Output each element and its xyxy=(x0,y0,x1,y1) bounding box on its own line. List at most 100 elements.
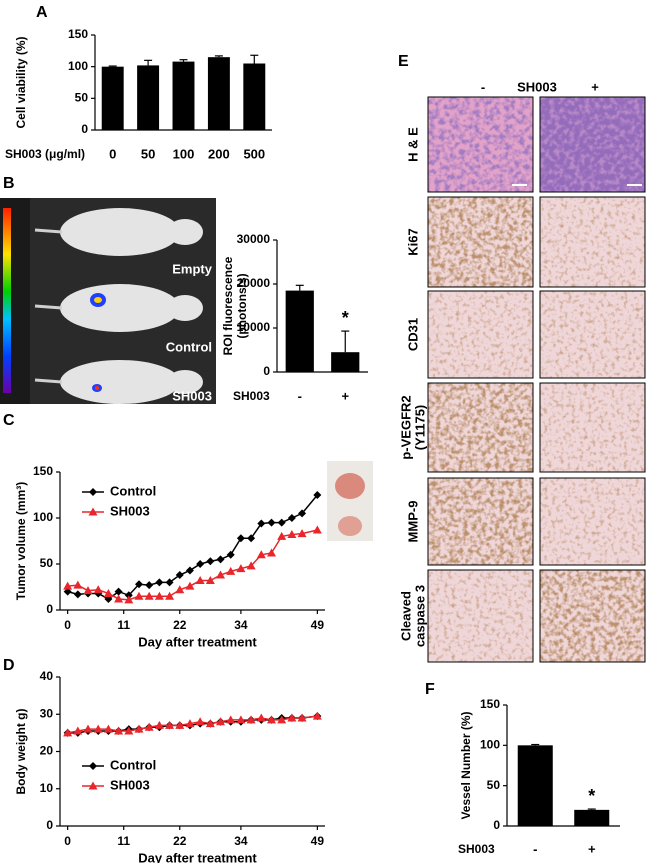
point xyxy=(83,724,93,733)
point xyxy=(63,581,73,590)
bar xyxy=(331,352,360,372)
x-axis-label: SH003 xyxy=(233,389,270,403)
x-tick-label: 11 xyxy=(117,618,130,632)
point xyxy=(73,726,83,735)
y-tick-label: 150 xyxy=(480,697,500,711)
legend-label: Control xyxy=(110,483,156,498)
bar xyxy=(207,57,230,130)
y-tick-label: 20 xyxy=(40,744,54,758)
row-label: H & E xyxy=(405,127,420,162)
histology-frame xyxy=(427,382,534,473)
point xyxy=(216,555,225,564)
y-tick-label: 150 xyxy=(68,27,88,41)
point xyxy=(297,529,307,538)
point xyxy=(216,570,226,579)
point xyxy=(226,715,236,724)
point xyxy=(165,591,175,600)
error-bar xyxy=(587,808,596,810)
legend-label: SH003 xyxy=(110,503,150,518)
bar xyxy=(574,809,610,826)
point xyxy=(277,518,286,527)
error-bar xyxy=(250,54,259,64)
panel-label: E xyxy=(398,53,409,70)
image-label: SH003 xyxy=(172,388,212,403)
y-tick-label: 20000 xyxy=(237,276,271,290)
x-tick-label: 49 xyxy=(311,618,325,632)
histology-texture xyxy=(540,383,645,472)
error-bar xyxy=(144,59,153,66)
y-axis-label: Vessel Number (%) xyxy=(459,711,473,819)
legend-marker xyxy=(88,507,98,516)
y-tick-label: 100 xyxy=(68,59,88,73)
y-tick-label: 40 xyxy=(40,669,54,683)
x-axis-label: Day after treatment xyxy=(138,850,257,863)
histology-texture xyxy=(428,383,533,472)
x-tick-label: 0 xyxy=(64,834,71,848)
point xyxy=(256,713,266,722)
point xyxy=(196,560,205,568)
error-bar xyxy=(108,65,117,67)
row-label: MMP-9 xyxy=(405,501,420,543)
panel-label: F xyxy=(425,681,435,698)
point xyxy=(287,713,297,722)
panel-label: B xyxy=(3,175,15,192)
image-label: Empty xyxy=(172,261,213,276)
y-axis-label: (photons/s) xyxy=(235,273,249,338)
point xyxy=(312,525,322,534)
x-tick-label: 200 xyxy=(208,146,230,161)
point xyxy=(256,550,266,559)
bar xyxy=(517,745,553,826)
point xyxy=(216,717,226,726)
point xyxy=(312,711,322,720)
bar xyxy=(243,63,266,130)
point xyxy=(185,566,194,575)
histology-frame xyxy=(539,569,646,663)
y-axis-label: ROI fluorescence xyxy=(221,256,235,355)
y-tick-label: 10 xyxy=(40,781,54,795)
point xyxy=(134,724,144,733)
x-axis-label: Day after treatment xyxy=(138,634,257,649)
y-tick-label: 50 xyxy=(75,91,89,105)
point xyxy=(277,531,287,540)
histology-frame xyxy=(539,290,646,379)
y-axis-label: Body weight g) xyxy=(14,709,28,795)
point xyxy=(287,530,297,539)
x-tick-label: 0 xyxy=(64,618,71,632)
row-label: caspase 3 xyxy=(412,585,427,647)
point xyxy=(267,518,276,527)
y-tick-label: 10000 xyxy=(237,320,271,334)
histology-texture xyxy=(540,570,645,662)
histology-texture xyxy=(540,478,645,565)
point xyxy=(195,576,205,585)
y-tick-label: 100 xyxy=(480,738,500,752)
point xyxy=(226,550,235,559)
tumor-photo xyxy=(327,461,373,541)
point xyxy=(73,590,82,599)
point xyxy=(104,594,113,603)
point xyxy=(63,728,73,737)
panel-label: C xyxy=(3,412,15,429)
point xyxy=(134,580,143,589)
row-label: (Y1175) xyxy=(412,405,427,451)
column-header: - xyxy=(481,79,485,94)
histology-texture xyxy=(428,97,533,192)
point xyxy=(154,591,164,600)
x-tick-label: - xyxy=(298,388,302,403)
point xyxy=(83,586,93,595)
histology-frame xyxy=(427,290,534,379)
histology-texture xyxy=(540,291,645,378)
point xyxy=(114,587,123,596)
x-tick-label: 49 xyxy=(311,834,325,848)
x-tick-label: 22 xyxy=(173,834,187,848)
image-label: Control xyxy=(166,339,212,354)
y-tick-label: 30 xyxy=(40,706,54,720)
point xyxy=(93,585,103,594)
histology-frame xyxy=(427,196,534,288)
point xyxy=(297,713,307,722)
y-tick-label: 50 xyxy=(40,556,54,570)
y-tick-label: 0 xyxy=(263,364,270,378)
point xyxy=(205,719,215,728)
histology-frame xyxy=(427,96,534,193)
histology-texture xyxy=(540,97,645,192)
